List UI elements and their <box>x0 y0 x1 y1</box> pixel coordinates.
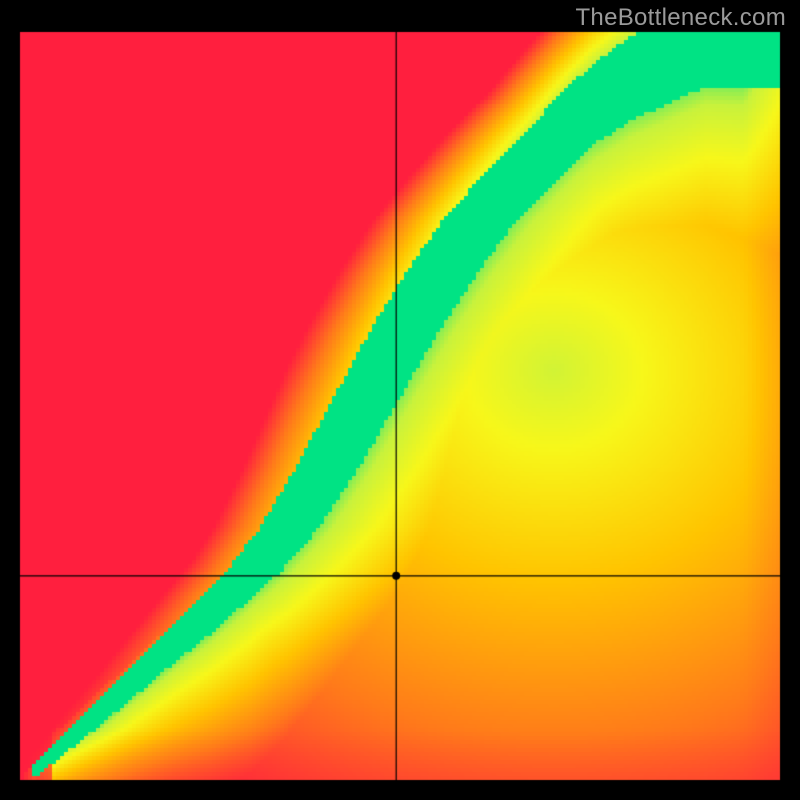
watermark-text: TheBottleneck.com <box>575 4 786 32</box>
heatmap-canvas <box>0 0 800 800</box>
chart-container: TheBottleneck.com <box>0 0 800 800</box>
